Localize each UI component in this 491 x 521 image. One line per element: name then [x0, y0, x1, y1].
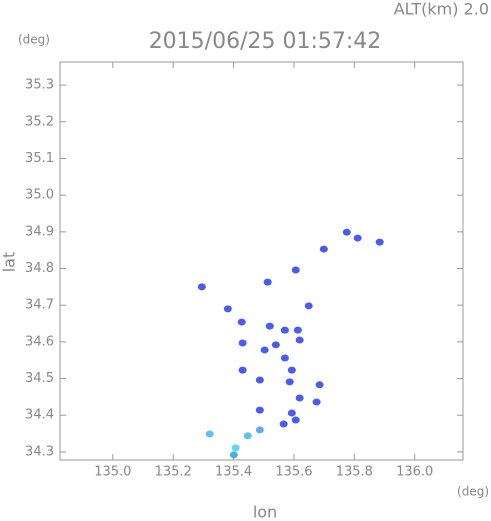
echo-point: [238, 366, 247, 374]
y-tick-label: 35.3: [25, 78, 54, 93]
y-tick-label: 34.6: [25, 334, 54, 349]
echo-point: [287, 409, 296, 417]
y-tick-label: 35.1: [25, 151, 54, 166]
echo-point: [293, 326, 302, 334]
echo-point: [255, 426, 264, 434]
x-tick-label: 136.0: [396, 465, 433, 480]
y-tick-label: 35.0: [25, 188, 54, 203]
x-axis-label: lon: [253, 503, 277, 521]
y-tick-label: 34.5: [25, 371, 54, 386]
echo-point: [279, 420, 288, 428]
x-tick-label: 135.6: [275, 465, 312, 480]
x-tick-label: 135.2: [155, 465, 192, 480]
echo-point: [238, 339, 247, 347]
echo-point: [295, 394, 304, 402]
echo-point: [312, 398, 321, 406]
echo-point: [205, 430, 214, 438]
echo-point: [287, 366, 296, 374]
echo-point: [291, 266, 300, 274]
echo-point: [280, 326, 289, 334]
echo-point: [285, 378, 294, 386]
y-tick-label: 34.3: [25, 444, 54, 459]
echo-point: [260, 346, 269, 354]
y-tick-label: 34.7: [25, 298, 54, 313]
y-tick-label: 35.2: [25, 114, 54, 129]
echo-point: [263, 278, 272, 286]
x-tick-label: 135.0: [94, 465, 131, 480]
echo-point: [295, 336, 304, 344]
echo-point: [291, 416, 300, 424]
echo-point: [223, 305, 232, 313]
echo-point: [342, 228, 351, 236]
chart-title: 2015/06/25 01:57:42: [149, 29, 382, 54]
echo-point: [315, 381, 324, 389]
echo-point: [280, 354, 289, 362]
y-tick-label: 34.8: [25, 261, 54, 276]
echo-point: [265, 322, 274, 330]
echo-point: [237, 318, 246, 326]
echo-point: [319, 245, 328, 253]
echo-point: [197, 283, 206, 291]
x-unit: (deg): [457, 485, 489, 499]
echo-point: [231, 444, 240, 452]
echo-point: [375, 238, 384, 246]
y-axis-label: lat: [0, 252, 19, 273]
y-tick-label: 34.4: [25, 408, 54, 423]
echo-point: [255, 406, 264, 414]
y-unit: (deg): [18, 33, 50, 47]
plot-frame: [59, 61, 464, 461]
echo-point: [243, 432, 252, 440]
echo-point: [271, 341, 280, 349]
echo-point: [229, 451, 238, 459]
altitude-label: ALT(km) 2.0: [394, 0, 489, 19]
echo-point: [255, 376, 264, 384]
x-tick-label: 135.4: [215, 465, 252, 480]
x-tick-label: 135.8: [336, 465, 373, 480]
echo-point: [304, 302, 313, 310]
echo-point: [353, 234, 362, 242]
y-tick-label: 34.9: [25, 224, 54, 239]
